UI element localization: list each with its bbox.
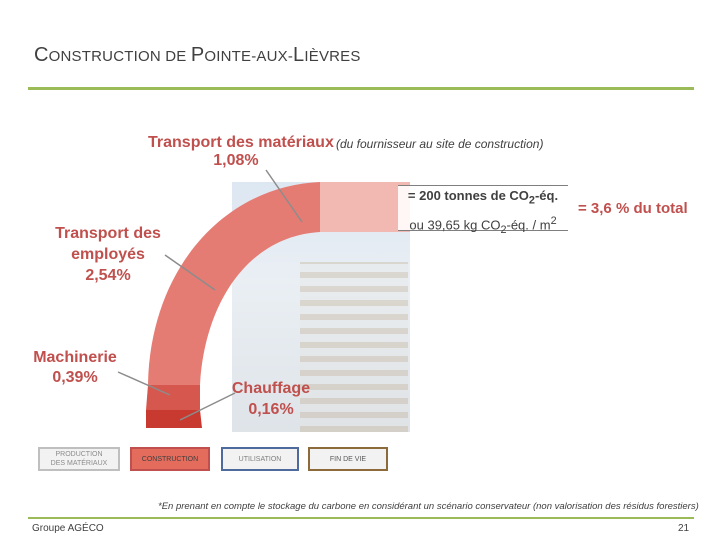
label-machinerie: Machinerie 0,39% [33, 349, 117, 386]
segment-chauffage [146, 410, 202, 428]
title-divider [28, 87, 694, 90]
leader-chauffage [179, 392, 236, 421]
segment-transport-materiaux [320, 182, 410, 232]
phase-production-materiaux: PRODUCTION DES MATÉRIAUX [38, 447, 120, 471]
ghg-line-1: = 200 tonnes de CO2-éq. [407, 188, 559, 207]
leader-transport-employes [164, 254, 216, 291]
segment-transport-employes [148, 182, 320, 385]
footer-divider [28, 517, 694, 519]
footer-organization: Groupe AGÉCO [32, 523, 104, 534]
segment-machinerie [146, 385, 200, 410]
label-transport-materiaux-pct: 1,08% [213, 152, 259, 169]
label-transport-materiaux-text: Transport des matériaux [148, 134, 334, 151]
ghg-total: = 3,6 % du total [578, 200, 688, 217]
page-number: 21 [678, 523, 690, 534]
phase-utilisation: UTILISATION [221, 447, 299, 471]
label-transport-materiaux: Transport des matériaux 1,08% [148, 134, 334, 170]
leader-machinerie [117, 371, 171, 396]
ghg-summary-box: = 200 tonnes de CO2-éq. ou 39,65 kg CO2-… [398, 185, 568, 236]
slide-title: CONSTRUCTION DE POINTE-AUX-LIÈVRES [34, 44, 361, 66]
leader-transport-materiaux [265, 169, 303, 223]
footnote: *En prenant en compte le stockage du car… [158, 501, 699, 512]
label-chauffage: Chauffage 0,16% [231, 380, 311, 418]
transport-materiaux-note: (du fournisseur au site de construction) [336, 137, 544, 151]
phase-construction: CONSTRUCTION [130, 447, 210, 471]
label-transport-employes: Transport des employés 2,54% [55, 225, 161, 284]
phase-fin-de-vie: FIN DE VIE [308, 447, 388, 471]
scaffolding-image [300, 262, 408, 432]
ghg-line-2: ou 39,65 kg CO2-éq. / m2 [409, 214, 557, 236]
